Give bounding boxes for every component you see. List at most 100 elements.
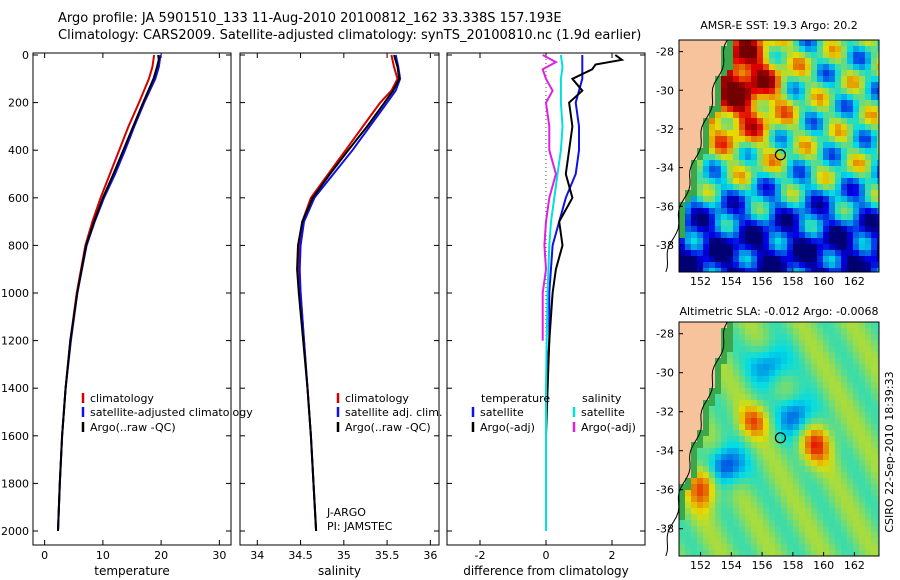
map-cell [865,328,871,334]
map-cell [703,370,709,376]
map-cell [793,52,799,58]
map-cell [715,244,721,250]
map-cell [685,142,691,148]
map-cell [853,142,859,148]
map-cell [745,112,751,118]
map-cell [829,118,835,124]
map-cell [805,502,811,508]
map-cell [703,190,709,196]
map-cell [691,214,697,220]
map-cell [871,394,877,400]
map-cell [679,472,685,478]
map-cell [811,466,817,472]
map-cell [745,322,751,328]
map-cell [775,268,781,272]
map-cell [775,184,781,190]
map-cell [715,196,721,202]
map-cell [877,46,879,52]
map-y-tick-label: -32 [656,406,674,419]
map-cell [817,262,823,268]
map-cell [769,400,775,406]
map-cell [727,538,733,544]
map-cell [709,334,715,340]
map-cell [757,496,763,502]
map-cell [679,214,685,220]
map-cell [721,394,727,400]
map-cell [709,124,715,130]
map-cell [841,190,847,196]
map-cell [757,238,763,244]
map-cell [799,82,805,88]
map-cell [817,112,823,118]
map-cell [715,220,721,226]
map-cell [721,550,727,556]
map-cell [871,532,877,538]
map-cell [709,496,715,502]
map-cell [691,232,697,238]
map-cell [751,232,757,238]
map-cell [799,184,805,190]
map-cell [859,496,865,502]
map-cell [763,172,769,178]
map-cell [709,148,715,154]
map-cell [847,394,853,400]
map-cell [715,514,721,520]
map-cell [703,118,709,124]
map-cell [685,358,691,364]
map-cell [697,550,703,556]
map-cell [793,406,799,412]
map-cell [793,136,799,142]
map-cell [829,544,835,550]
map-cell [763,94,769,100]
map-cell [715,322,721,328]
map-cell [817,196,823,202]
map-cell [841,100,847,106]
map-cell [835,448,841,454]
map-cell [727,238,733,244]
map-cell [871,322,877,328]
map-cell [877,112,879,118]
map-cell [697,352,703,358]
map-cell [775,250,781,256]
map-cell [853,250,859,256]
map-cell [805,442,811,448]
map-cell [685,118,691,124]
map-cell [835,352,841,358]
map-cell [703,346,709,352]
map-cell [733,262,739,268]
map-cell [733,436,739,442]
map-cell [877,430,879,436]
map-cell [775,100,781,106]
map-cell [799,166,805,172]
map-cell [709,262,715,268]
map-cell [787,346,793,352]
map-cell [769,514,775,520]
map-cell [817,496,823,502]
map-cell [721,436,727,442]
map-cell [781,178,787,184]
map-cell [679,544,685,550]
map-cell [793,340,799,346]
map-cell [781,340,787,346]
map-cell [703,412,709,418]
map-cell [757,490,763,496]
map-cell [679,256,685,262]
map-cell [817,256,823,262]
map-cell [745,532,751,538]
map-cell [751,250,757,256]
map-cell [709,436,715,442]
map-cell [847,532,853,538]
map-cell [697,262,703,268]
map-cell [853,328,859,334]
map-cell [859,124,865,130]
map-cell [859,526,865,532]
map-cell [835,388,841,394]
map-cell [871,184,877,190]
map-cell [859,238,865,244]
map-cell [865,424,871,430]
map-cell [805,178,811,184]
map-cell [709,250,715,256]
map-cell [679,184,685,190]
map-cell [793,424,799,430]
map-cell [769,382,775,388]
